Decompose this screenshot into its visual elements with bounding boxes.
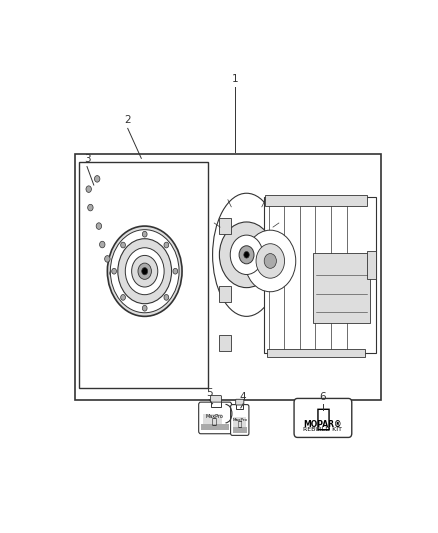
Circle shape [244,252,249,258]
Circle shape [132,255,158,287]
Bar [367,251,375,279]
Circle shape [142,305,147,311]
Text: 6: 6 [320,392,326,402]
FancyBboxPatch shape [264,197,375,353]
Circle shape [107,226,182,317]
Circle shape [96,223,102,229]
FancyBboxPatch shape [236,402,244,409]
Circle shape [110,270,115,277]
Circle shape [138,263,152,279]
Bar [219,335,231,351]
FancyBboxPatch shape [294,399,352,438]
Bar [75,154,381,400]
Circle shape [245,230,296,292]
Circle shape [164,242,169,248]
Text: MaxPro: MaxPro [232,418,247,422]
Circle shape [256,244,285,278]
Circle shape [95,175,100,182]
Bar [313,253,371,322]
Bar [233,416,246,428]
Text: REBUILD KIT: REBUILD KIT [304,427,343,432]
Circle shape [110,230,179,313]
FancyBboxPatch shape [211,395,222,402]
Circle shape [121,242,125,248]
Circle shape [164,295,169,300]
Circle shape [105,256,110,262]
Bar [78,163,208,388]
Bar [265,195,367,206]
Circle shape [239,246,254,264]
Text: 1: 1 [231,75,238,84]
Text: MaxPro: MaxPro [205,415,223,419]
Ellipse shape [212,193,280,317]
Bar [233,427,247,432]
Text: Ⓜ: Ⓜ [315,406,330,430]
FancyBboxPatch shape [199,402,232,434]
Bar [219,218,231,235]
Text: 4: 4 [240,392,247,402]
FancyBboxPatch shape [236,399,244,405]
FancyBboxPatch shape [211,399,222,407]
Bar [203,414,222,427]
FancyBboxPatch shape [230,405,249,435]
Circle shape [88,204,93,211]
Circle shape [142,231,147,237]
Circle shape [219,222,274,288]
Circle shape [125,248,164,295]
Text: 3: 3 [84,154,90,164]
Circle shape [118,239,172,304]
Circle shape [230,235,263,274]
Text: 5: 5 [206,387,212,398]
Circle shape [121,295,125,300]
Circle shape [173,268,178,274]
Text: Ⓜ: Ⓜ [212,417,217,426]
FancyBboxPatch shape [267,349,365,358]
Circle shape [112,268,117,274]
Bar [219,286,231,302]
Circle shape [142,268,148,275]
Circle shape [264,254,276,268]
Circle shape [86,186,92,192]
Bar [201,424,229,431]
Text: MOPAR®: MOPAR® [304,420,342,429]
Text: 2: 2 [124,116,131,125]
Text: Ⓜ: Ⓜ [238,421,242,427]
Circle shape [99,241,105,248]
